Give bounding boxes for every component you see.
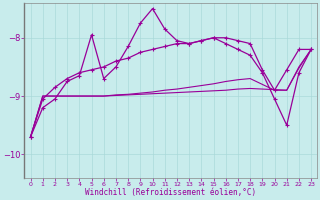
X-axis label: Windchill (Refroidissement éolien,°C): Windchill (Refroidissement éolien,°C) — [85, 188, 256, 197]
